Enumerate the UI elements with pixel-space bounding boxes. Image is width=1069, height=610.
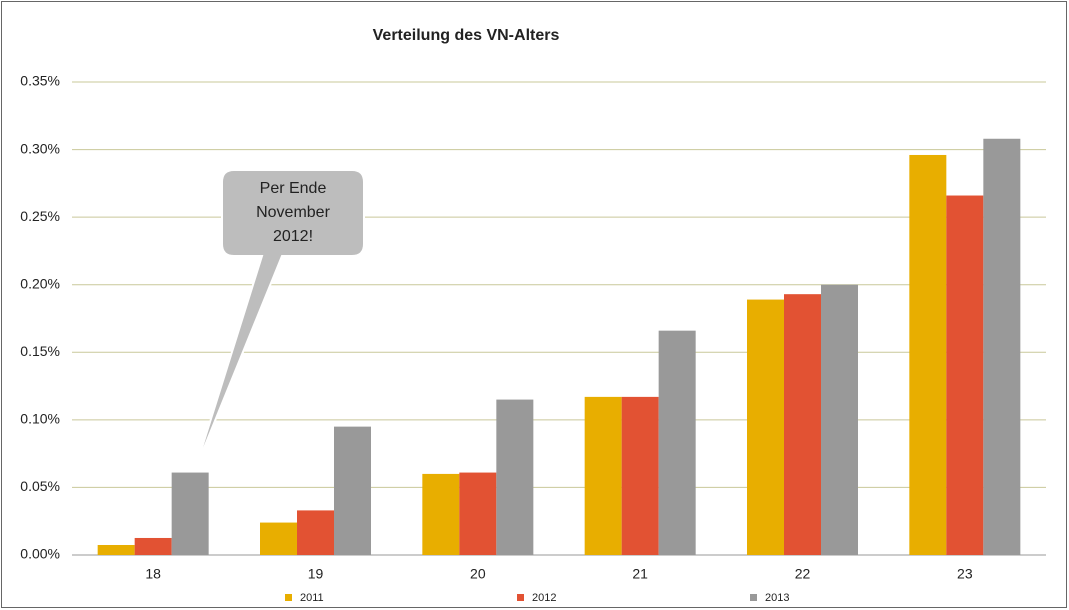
legend-swatch [750, 594, 757, 601]
bar [297, 510, 334, 555]
y-tick-label: 0.35% [20, 73, 60, 89]
bar [97, 544, 135, 555]
y-tick-label: 0.20% [20, 275, 60, 291]
legend-swatch [517, 594, 524, 601]
legend-label: 2011 [300, 592, 324, 604]
bar [784, 294, 821, 555]
x-tick-label: 21 [632, 566, 648, 582]
y-tick-label: 0.00% [20, 546, 60, 562]
y-tick-label: 0.15% [20, 343, 60, 359]
bar [621, 396, 659, 555]
callout: Per Ende November 2012! [194, 169, 365, 471]
x-tick-label: 19 [308, 566, 324, 582]
x-tick-label: 22 [795, 566, 811, 582]
callout-text: November [256, 204, 330, 221]
chart-title: Verteilung des VN-Alters [373, 27, 560, 44]
legend-swatch [285, 594, 292, 601]
bar [459, 472, 497, 555]
y-tick-label: 0.30% [20, 140, 60, 156]
legend-label: 2013 [765, 592, 789, 604]
callout-text: 2012! [273, 228, 313, 245]
bar [260, 522, 297, 555]
bar [171, 472, 209, 555]
callout-bubble [194, 169, 365, 471]
bar [134, 537, 172, 555]
bar [909, 154, 947, 555]
bar [983, 138, 1021, 555]
bar [496, 399, 534, 555]
x-tick-label: 23 [957, 566, 973, 582]
bar [334, 426, 371, 555]
x-tick-label: 18 [145, 566, 161, 582]
bar [946, 195, 984, 555]
plot-area: 0.00% 0.05% 0.10% 0.15% 0.20% 0.25% 0.30% 0.35%… [20, 73, 1046, 604]
bar [422, 473, 460, 555]
y-tick-label: 0.10% [20, 411, 60, 427]
bar [584, 396, 622, 555]
bar [747, 299, 784, 555]
bar [658, 330, 696, 555]
y-tick-label: 0.25% [20, 208, 60, 224]
y-tick-label: 0.05% [20, 478, 60, 494]
x-tick-label: 20 [470, 566, 486, 582]
bar [821, 284, 858, 555]
callout-text: Per Ende [260, 180, 327, 197]
legend-label: 2012 [532, 592, 556, 604]
